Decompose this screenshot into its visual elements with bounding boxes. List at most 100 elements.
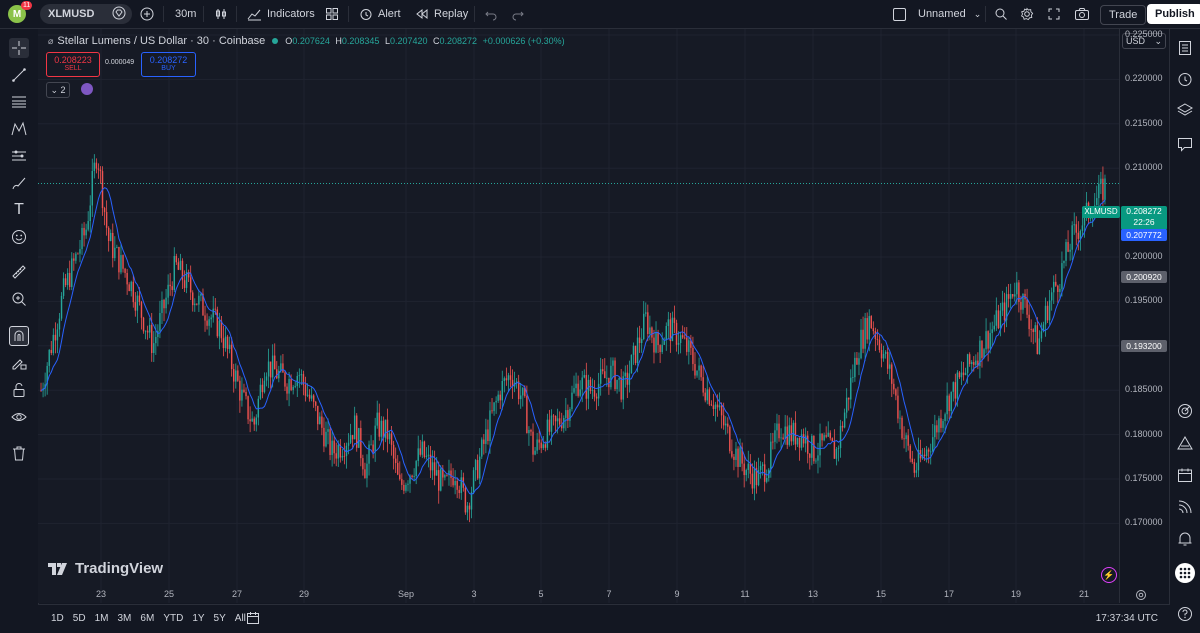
candle-body — [448, 470, 450, 476]
price-chart[interactable] — [38, 29, 1119, 603]
goto-date-button[interactable] — [246, 611, 260, 630]
currency-select[interactable]: USD ⌄ — [1122, 33, 1166, 49]
candle-body — [77, 253, 79, 255]
candle-body — [737, 448, 739, 467]
chart-type-button[interactable] — [214, 4, 228, 24]
remove-drawings-tool[interactable] — [9, 443, 29, 463]
settings-button[interactable] — [1020, 4, 1034, 24]
undo-button[interactable] — [484, 4, 498, 24]
snapshot-button[interactable] — [1074, 4, 1090, 24]
interval-button[interactable]: 30m — [175, 8, 197, 20]
candle-body — [1034, 325, 1036, 332]
range-button[interactable]: 1D — [51, 613, 64, 624]
zoom-tool[interactable] — [9, 289, 29, 309]
layout-menu[interactable]: Unnamed ⌄ — [893, 4, 981, 24]
pine-button[interactable] — [1175, 433, 1195, 453]
replay-button[interactable]: Replay — [415, 4, 468, 24]
text-tool[interactable]: T — [9, 200, 29, 220]
range-button[interactable]: 1M — [94, 613, 109, 624]
range-button[interactable]: YTD — [163, 613, 184, 624]
indicators-toggle[interactable]: ⌄ 2 — [46, 82, 70, 98]
candle-body — [558, 418, 561, 425]
candle-body — [671, 317, 674, 341]
redo-button[interactable] — [511, 4, 525, 24]
notifications-button[interactable] — [1175, 529, 1195, 549]
trade-button[interactable]: Trade — [1100, 5, 1147, 25]
lock-drawings-tool[interactable] — [9, 380, 29, 400]
candle-body — [946, 395, 948, 415]
layers-button[interactable] — [1175, 100, 1195, 120]
range-button[interactable]: All — [234, 613, 246, 624]
candle-body — [852, 377, 854, 379]
alerts-panel-button[interactable] — [1175, 69, 1195, 89]
candle-body — [144, 330, 147, 332]
candle-body — [579, 389, 581, 396]
dots-grid-icon — [1179, 567, 1191, 579]
sync-icon[interactable] — [81, 83, 93, 95]
candle-body — [688, 340, 690, 352]
calendar-goto-icon — [247, 612, 259, 624]
time-label: 23 — [95, 589, 107, 599]
divider — [348, 6, 349, 22]
crosshair-tool[interactable] — [9, 38, 29, 58]
candle-body — [507, 375, 510, 381]
emoji-tool[interactable] — [9, 227, 29, 247]
help-button[interactable] — [1175, 604, 1195, 624]
sell-button[interactable]: 0.208223 SELL — [46, 52, 100, 77]
candle-body — [522, 387, 524, 396]
magnet-tool[interactable] — [9, 326, 29, 346]
candle-body — [136, 295, 139, 311]
candle-body — [308, 394, 311, 399]
candle-body — [155, 336, 157, 344]
forecasting-tool[interactable] — [9, 146, 29, 166]
fib-tool[interactable] — [9, 92, 29, 112]
calendar-button[interactable] — [1175, 465, 1195, 485]
candle-body — [89, 205, 91, 222]
candle-body — [1042, 324, 1045, 332]
indicators-button[interactable]: Indicators — [247, 4, 315, 24]
candle-body — [645, 312, 647, 314]
lightning-icon[interactable]: ⚡ — [1101, 567, 1117, 583]
chats-button[interactable] — [1175, 134, 1195, 154]
publish-button[interactable]: Publish — [1147, 4, 1200, 24]
range-button[interactable]: 3M — [117, 613, 132, 624]
candle-body — [884, 351, 887, 354]
pattern-tool[interactable] — [9, 119, 29, 139]
chart-pane[interactable]: ⌀ Stellar Lumens / US Dollar · 30 · Coin… — [38, 29, 1119, 603]
range-button[interactable]: 5Y — [213, 613, 226, 624]
apps-button[interactable] — [1175, 563, 1195, 583]
candle-body — [56, 329, 59, 341]
add-symbol-button[interactable] — [140, 4, 154, 24]
trend-line-tool[interactable] — [9, 65, 29, 85]
ideas-button[interactable] — [1175, 401, 1195, 421]
range-button[interactable]: 5D — [72, 613, 86, 624]
hide-drawings-tool[interactable] — [9, 407, 29, 427]
range-button[interactable]: 6M — [140, 613, 155, 624]
symbol-search[interactable]: XLMUSD — [40, 4, 132, 24]
measure-tool[interactable] — [9, 262, 29, 282]
magnet-icon — [14, 330, 24, 341]
axis-settings-button[interactable] — [1135, 588, 1147, 600]
watchlist-button[interactable] — [1175, 38, 1195, 58]
buy-button[interactable]: 0.208272 BUY — [141, 52, 196, 77]
quick-search-button[interactable] — [994, 4, 1008, 24]
fullscreen-button[interactable] — [1047, 4, 1061, 24]
candle-body — [71, 258, 73, 287]
brush-tool[interactable] — [9, 173, 29, 193]
divider — [985, 6, 986, 22]
candle-body — [788, 425, 790, 445]
templates-button[interactable] — [325, 4, 339, 24]
utc-clock[interactable]: 17:37:34 UTC — [1095, 613, 1158, 624]
price-scale[interactable]: USD ⌄ 0.225000 0.220000 0.215000 0.210000 0.… — [1082, 29, 1171, 603]
candle-body — [544, 444, 547, 448]
candle-body — [319, 416, 321, 425]
alert-button[interactable]: Alert — [359, 4, 401, 24]
time-label: 19 — [1010, 589, 1022, 599]
range-button[interactable]: 1Y — [192, 613, 205, 624]
candle-body — [895, 389, 897, 396]
user-avatar[interactable]: M 11 — [8, 1, 33, 24]
candle-body — [409, 475, 411, 484]
collapse-legend-icon[interactable]: ⌀ — [48, 35, 54, 46]
stay-in-drawing-tool[interactable] — [9, 353, 29, 373]
news-feed-button[interactable] — [1175, 497, 1195, 517]
